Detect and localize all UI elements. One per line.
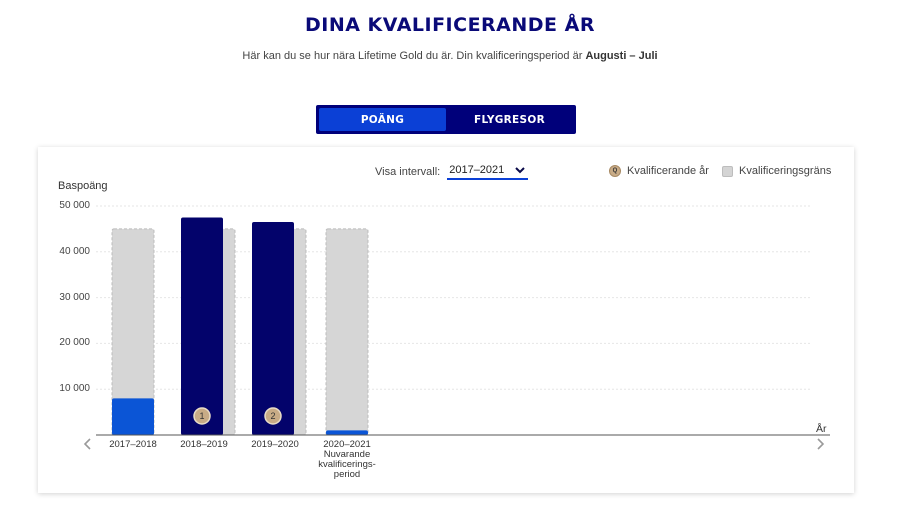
chevron-left-icon[interactable]	[82, 437, 94, 451]
points-bar	[326, 430, 368, 435]
page-subtitle: Här kan du se hur nära Lifetime Gold du …	[0, 50, 900, 62]
limit-bar	[325, 228, 369, 436]
subtitle-period: Augusti – Juli	[585, 50, 658, 62]
x-tick-label: 2019–2020	[251, 439, 299, 450]
legend-limit: Kvalificeringsgräns	[722, 165, 831, 177]
chevron-down-icon	[515, 167, 525, 174]
y-tick-label: 20 000	[59, 337, 90, 349]
limit-swatch-icon	[722, 165, 733, 177]
limit-bar	[111, 228, 155, 436]
x-tick-label: 2020–2021 Nuvarande kvalificerings-perio…	[307, 440, 387, 480]
subtitle-text: Här kan du se hur nära Lifetime Gold du …	[242, 50, 586, 62]
legend-limit-label: Kvalificeringsgräns	[739, 165, 832, 177]
tab-points[interactable]: POÄNG	[319, 108, 446, 131]
x-tick-label: 2017–2018	[109, 439, 157, 450]
chevron-right-icon[interactable]	[814, 437, 826, 451]
interval-control: Visa intervall: 2017–2021	[375, 164, 529, 180]
qualifying-badge-icon: Q	[609, 165, 621, 177]
view-toggle: POÄNG FLYGRESOR	[316, 105, 576, 134]
y-tick-label: 10 000	[59, 383, 90, 395]
qualifying-marker-number: 2	[270, 411, 275, 421]
points-bar	[181, 217, 223, 435]
qualifying-marker-number: 1	[199, 411, 204, 421]
interval-label: Visa intervall:	[375, 166, 441, 178]
legend-qualifying: Q Kvalificerande år	[609, 165, 709, 177]
interval-value: 2017–2021	[449, 164, 505, 176]
x-tick-label: 2018–2019	[180, 439, 228, 450]
x-axis-title: År	[816, 423, 827, 435]
x-tick-sublabel: Nuvarande kvalificerings-period	[318, 449, 376, 480]
legend-qualifying-label: Kvalificerande år	[627, 165, 709, 177]
y-tick-label: 50 000	[59, 200, 90, 211]
y-tick-label: 40 000	[59, 245, 90, 257]
interval-select[interactable]: 2017–2021	[447, 164, 529, 180]
points-bar	[112, 398, 154, 435]
tab-flights[interactable]: FLYGRESOR	[474, 113, 545, 126]
y-tick-label: 30 000	[59, 291, 90, 303]
qualifying-marker-icon	[264, 407, 282, 425]
points-bar	[252, 222, 294, 435]
page-title: DINA KVALIFICERANDE ÅR	[305, 14, 595, 36]
y-axis-title: Baspoäng	[58, 180, 108, 192]
qualifying-marker-icon	[193, 407, 211, 425]
